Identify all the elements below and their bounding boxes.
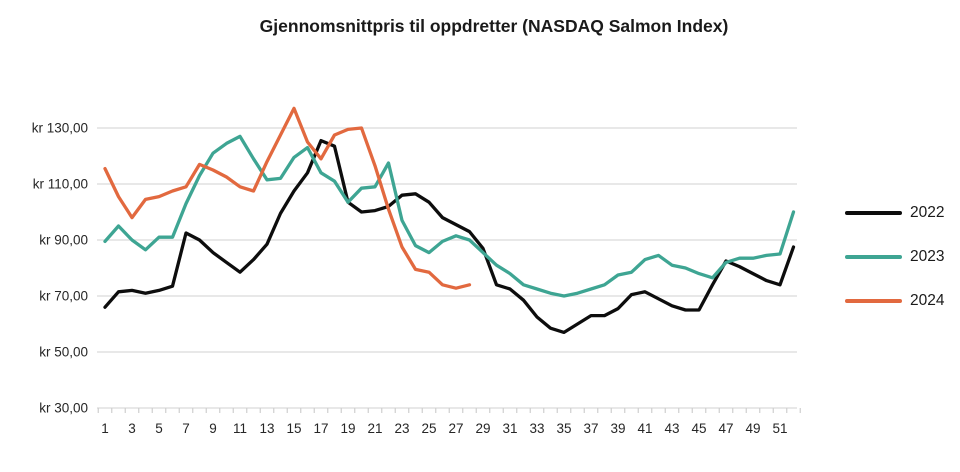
x-axis-label: 25 <box>421 421 436 436</box>
series-line-2023 <box>103 134 796 298</box>
x-axis-label: 21 <box>367 421 382 436</box>
y-axis-label: kr 130,00 <box>32 121 88 136</box>
x-axis-label: 11 <box>233 421 247 436</box>
x-axis-label: 5 <box>155 421 163 436</box>
y-axis-label: kr 50,00 <box>39 345 88 360</box>
x-axis-label: 29 <box>475 421 490 436</box>
x-axis-label: 33 <box>529 421 544 436</box>
x-axis-label: 41 <box>637 421 652 436</box>
legend-label: 2023 <box>910 248 945 265</box>
legend-item-2023: 2023 <box>845 247 944 267</box>
y-axis-label: kr 70,00 <box>39 289 88 304</box>
x-axis-label: 9 <box>209 421 217 436</box>
series-line-2022 <box>103 138 796 335</box>
x-axis-label: 51 <box>772 421 787 436</box>
x-axis-label: 23 <box>394 421 409 436</box>
legend-label: 2022 <box>910 204 945 221</box>
x-axis-label: 47 <box>718 421 733 436</box>
x-axis-label: 49 <box>745 421 760 436</box>
x-axis-label: 19 <box>340 421 355 436</box>
x-axis-label: 35 <box>556 421 571 436</box>
x-axis-label: 1 <box>101 421 109 436</box>
x-axis-label: 13 <box>259 421 274 436</box>
y-axis-label: kr 30,00 <box>39 401 88 416</box>
x-axis-label: 37 <box>583 421 598 436</box>
x-axis-label: 15 <box>286 421 301 436</box>
x-axis-label: 45 <box>691 421 706 436</box>
legend-label: 2024 <box>910 292 945 309</box>
x-axis-label: 39 <box>610 421 625 436</box>
legend-line-swatch <box>845 298 902 304</box>
y-axis-label: kr 110,00 <box>33 177 88 192</box>
x-axis-label: 17 <box>313 421 328 436</box>
x-axis-label: 27 <box>448 421 463 436</box>
legend-line-swatch <box>845 254 902 260</box>
legend-item-2024: 2024 <box>845 291 944 311</box>
y-axis-label: kr 90,00 <box>39 233 88 248</box>
x-axis-label: 3 <box>128 421 136 436</box>
x-axis-label: 31 <box>502 421 517 436</box>
x-axis-label: 7 <box>182 421 190 436</box>
x-axis-label: 43 <box>664 421 679 436</box>
legend-line-swatch <box>845 210 902 216</box>
chart-title: Gjennomsnittpris til oppdretter (NASDAQ … <box>259 16 729 36</box>
series-line-2024 <box>103 106 472 290</box>
legend-item-2022: 2022 <box>845 203 944 223</box>
